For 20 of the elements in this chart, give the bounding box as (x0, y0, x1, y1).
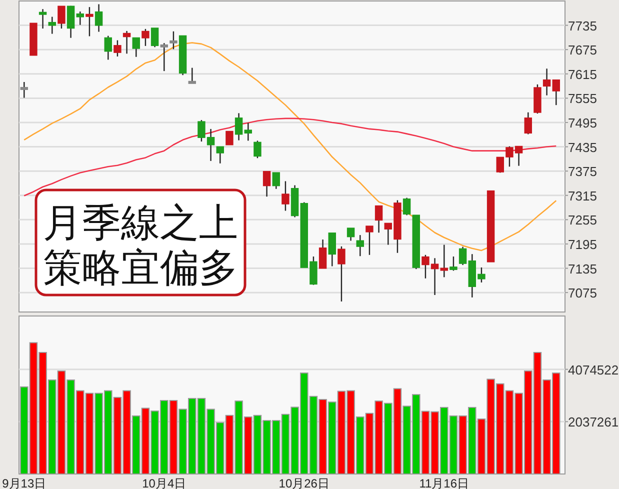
y-tick-label: 7315 (568, 188, 597, 204)
y-tick-label: 7735 (568, 18, 597, 34)
y-tick-label: 7075 (568, 286, 597, 301)
annotation: 策略宜偏多 (43, 247, 238, 290)
x-tick-label: 9月13日 (2, 476, 46, 489)
y-tick-label: 7555 (568, 91, 597, 106)
y-tick-label: 7615 (568, 66, 597, 82)
x-tick-label: 10月4日 (142, 476, 186, 489)
y-tick-label: 2037261. (568, 414, 619, 430)
y-tick-label: 4074522. (568, 362, 619, 378)
y-tick-label: 7135 (568, 261, 597, 276)
y-tick-label: 7375 (568, 164, 597, 180)
annotation: 月季線之上 (43, 202, 238, 245)
y-tick-label: 7195 (568, 236, 597, 252)
y-tick-label: 7675 (568, 42, 597, 58)
y-tick-label: 7495 (568, 115, 597, 130)
y-tick-label: 7255 (568, 212, 597, 228)
y-tick-label: 7435 (568, 140, 597, 155)
x-tick-label: 11月16日 (419, 476, 470, 489)
x-tick-label: 10月26日 (278, 476, 330, 489)
